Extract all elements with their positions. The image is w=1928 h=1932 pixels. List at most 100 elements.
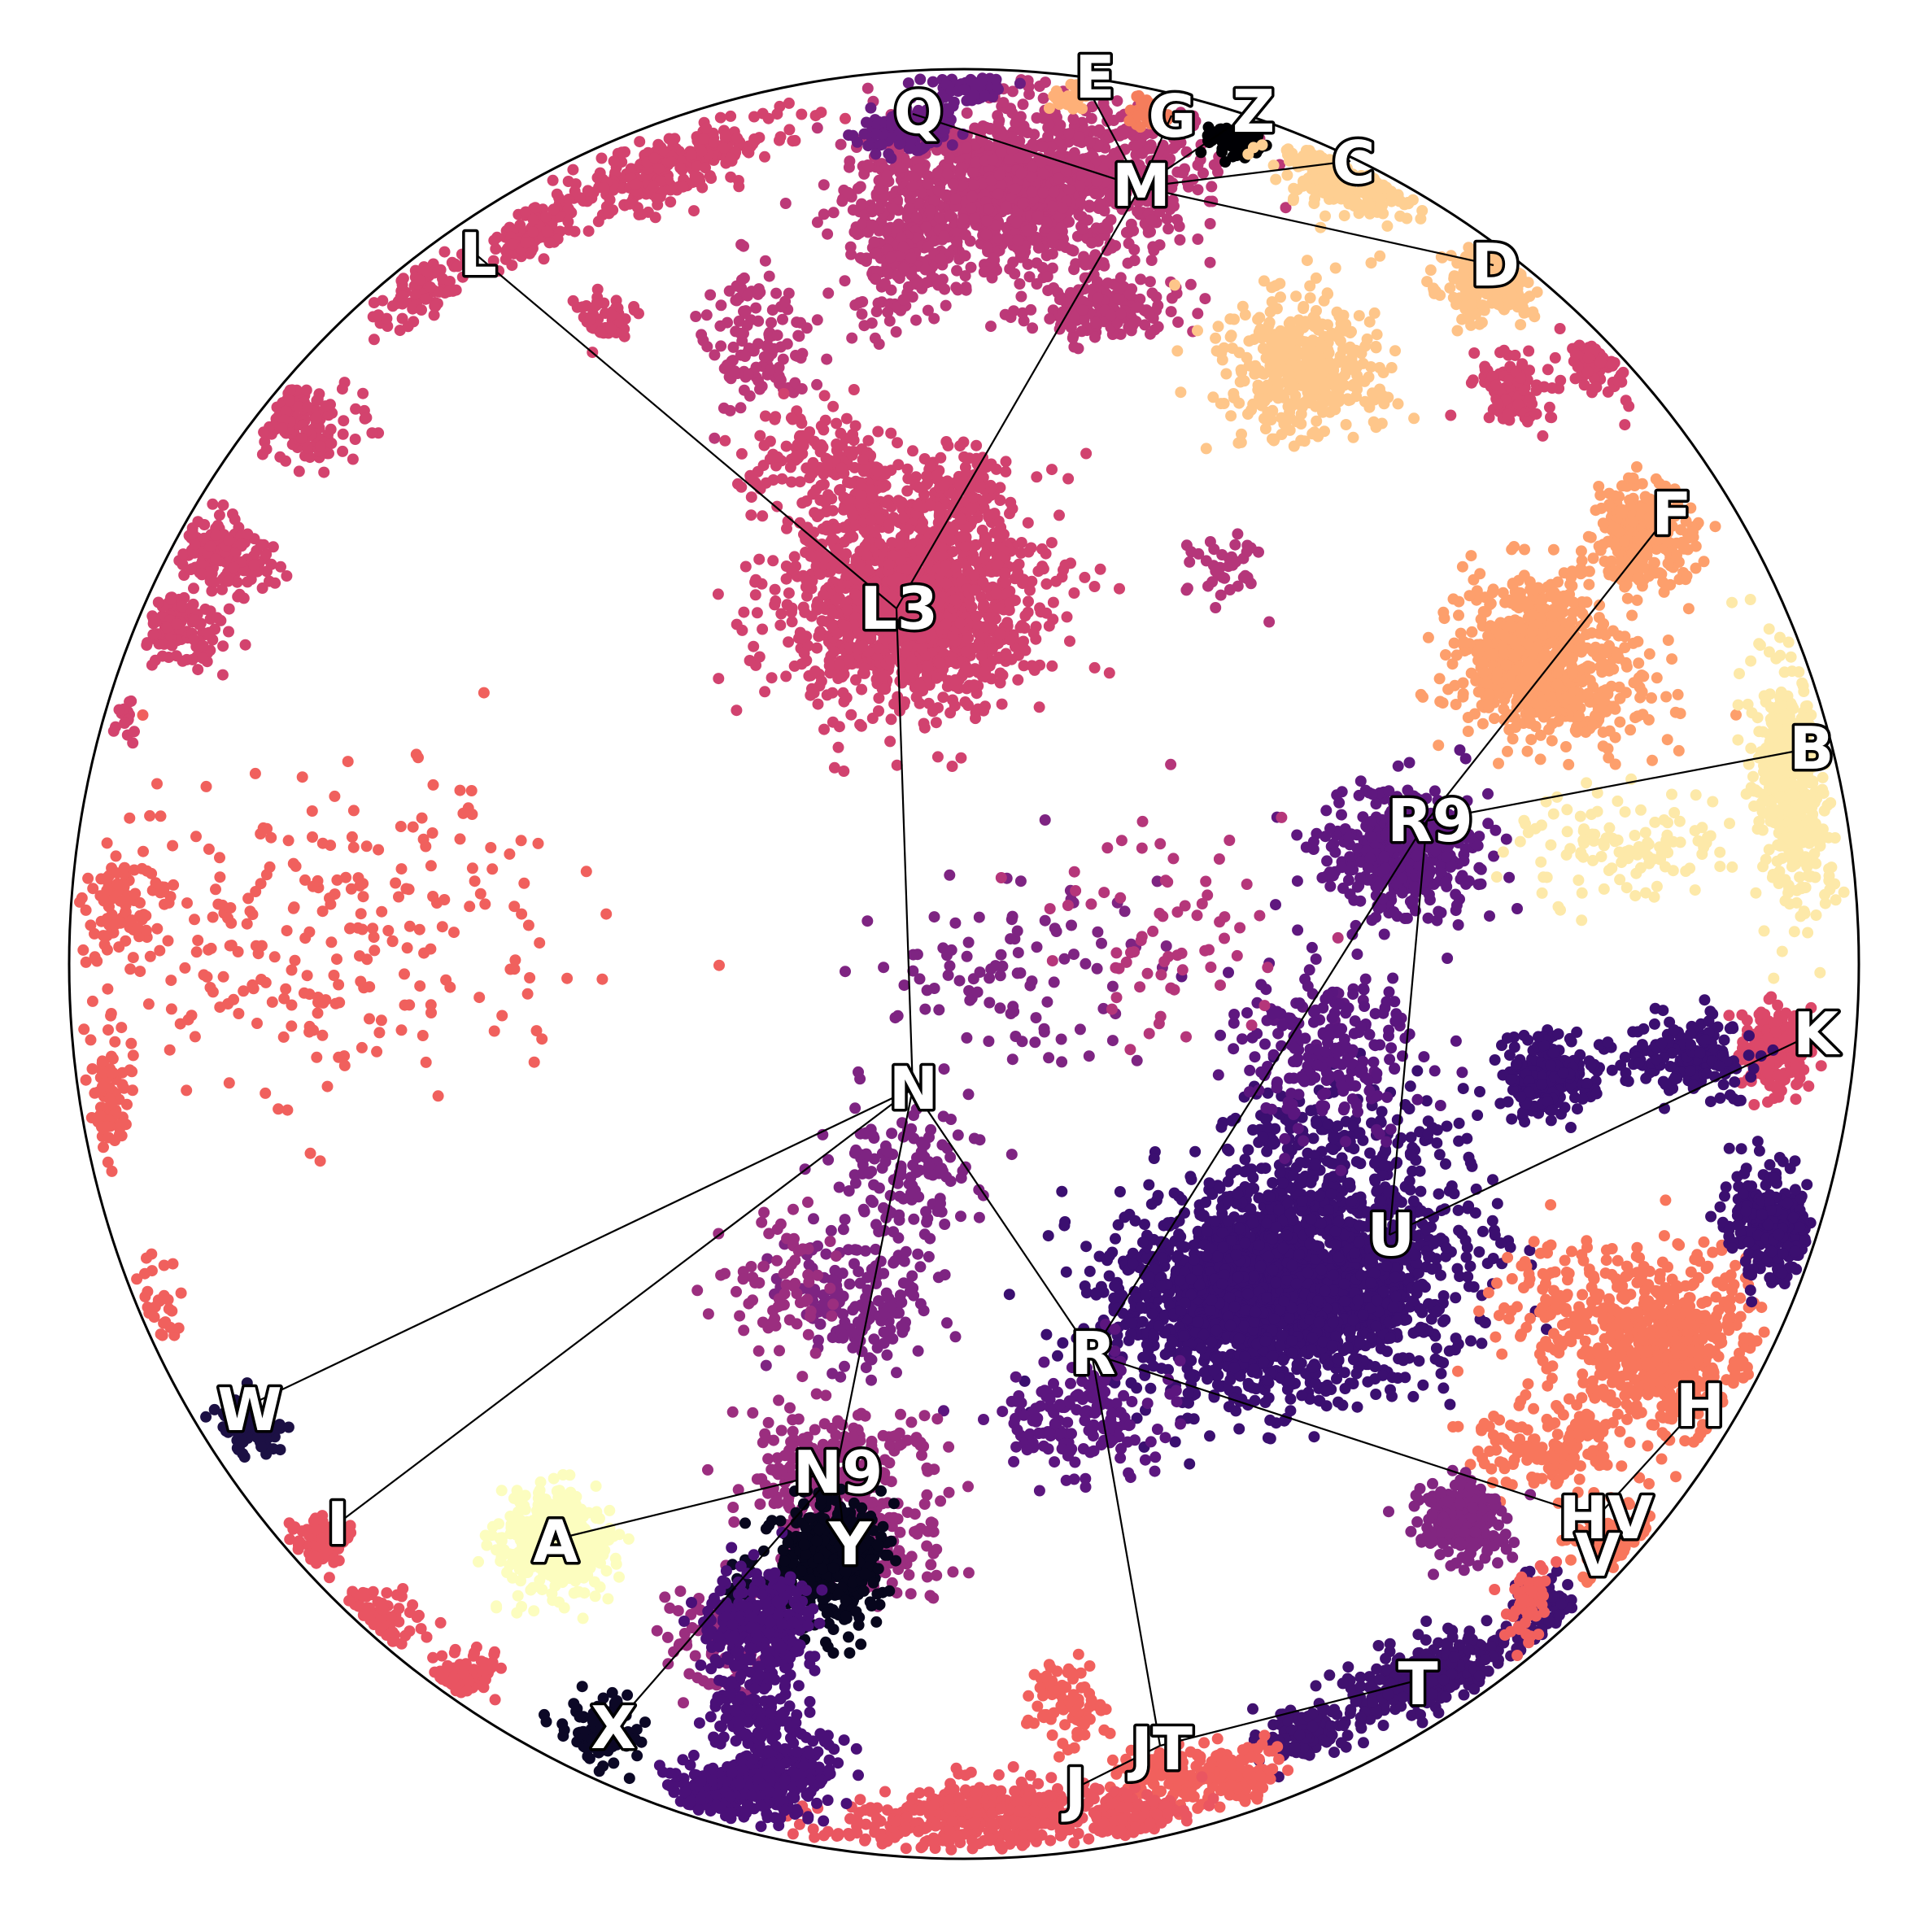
point-l3 <box>954 440 966 451</box>
point-m <box>903 281 914 293</box>
point-l <box>269 578 281 589</box>
point-l3 <box>892 437 903 448</box>
point-l3 <box>856 498 867 509</box>
point-l <box>725 111 736 122</box>
point-l3 <box>932 751 944 762</box>
point-l3 <box>842 495 853 506</box>
point-l <box>258 426 269 438</box>
point-m <box>725 405 736 416</box>
point-l3 <box>956 513 967 525</box>
point-m <box>980 229 992 241</box>
point-m <box>735 328 746 339</box>
point-m <box>1174 234 1185 246</box>
point-l <box>114 704 125 716</box>
point-l <box>398 273 409 284</box>
point-l <box>628 301 639 312</box>
point-l <box>763 113 774 124</box>
point-q <box>947 139 958 150</box>
point-l <box>177 600 188 612</box>
point-m <box>940 300 952 312</box>
point-l <box>214 509 225 521</box>
point-m <box>869 237 880 248</box>
point-m <box>822 287 834 299</box>
point-q <box>861 117 872 129</box>
point-m <box>969 212 980 224</box>
point-q <box>979 90 991 102</box>
point-l <box>775 131 787 142</box>
point-l3 <box>805 551 816 562</box>
point-m <box>904 203 915 214</box>
point-m <box>1067 113 1079 124</box>
point-l <box>360 413 371 425</box>
point-m <box>961 142 972 154</box>
point-m <box>936 253 947 264</box>
point-c <box>1381 220 1393 232</box>
point-m <box>1023 259 1034 270</box>
point-m <box>870 273 881 285</box>
point-m <box>736 274 748 286</box>
point-l3 <box>759 440 770 451</box>
point-m <box>1037 187 1049 198</box>
point-l3 <box>789 551 800 562</box>
point-l <box>207 499 218 510</box>
point-l <box>242 576 253 587</box>
point-l <box>325 424 337 435</box>
point-m <box>1044 313 1055 325</box>
point-m <box>1038 93 1049 104</box>
point-l <box>210 554 221 565</box>
point-g <box>1135 121 1146 133</box>
point-l3 <box>1062 611 1073 622</box>
point-m <box>881 170 892 181</box>
point-m <box>996 146 1007 158</box>
point-l3 <box>816 421 827 432</box>
point-m <box>1145 329 1156 340</box>
point-m <box>897 294 909 306</box>
point-m <box>750 303 761 314</box>
point-l <box>1590 382 1602 393</box>
point-l3 <box>809 665 821 677</box>
point-l <box>1522 416 1533 428</box>
point-m <box>893 219 905 230</box>
point-l3 <box>752 607 763 618</box>
point-l3 <box>979 600 990 611</box>
point-l3 <box>940 560 952 571</box>
point-l3 <box>744 470 756 482</box>
point-l <box>591 300 602 312</box>
point-l3 <box>1023 607 1034 618</box>
point-l <box>229 514 241 526</box>
point-l <box>718 142 730 154</box>
point-l3 <box>969 569 980 581</box>
point-l <box>698 133 709 145</box>
point-m <box>818 179 830 190</box>
point-l3 <box>1023 517 1034 529</box>
point-l3 <box>967 492 979 504</box>
point-l <box>759 151 770 163</box>
point-l3 <box>1004 604 1015 616</box>
point-m <box>764 271 775 282</box>
point-l3 <box>886 713 897 725</box>
point-l3 <box>836 463 848 474</box>
point-l3 <box>919 453 931 464</box>
point-m <box>983 203 994 215</box>
point-l3 <box>831 522 843 534</box>
point-m <box>1192 233 1203 245</box>
point-l3 <box>822 459 833 470</box>
point-m <box>998 97 1010 108</box>
point-m <box>1074 181 1085 192</box>
point-m <box>1148 245 1159 256</box>
point-l3 <box>877 482 888 493</box>
point-l3 <box>901 486 913 497</box>
point-l3 <box>1040 578 1052 590</box>
point-l <box>588 187 600 198</box>
point-l <box>222 576 233 587</box>
point-l <box>796 109 807 120</box>
point-l3 <box>1104 667 1115 678</box>
point-l3 <box>798 440 809 451</box>
point-m <box>1147 287 1158 299</box>
point-m <box>722 360 733 371</box>
point-e <box>1048 90 1059 102</box>
point-m <box>1135 273 1146 285</box>
point-l <box>420 294 431 305</box>
point-l <box>1616 369 1627 381</box>
point-m <box>1086 238 1097 249</box>
